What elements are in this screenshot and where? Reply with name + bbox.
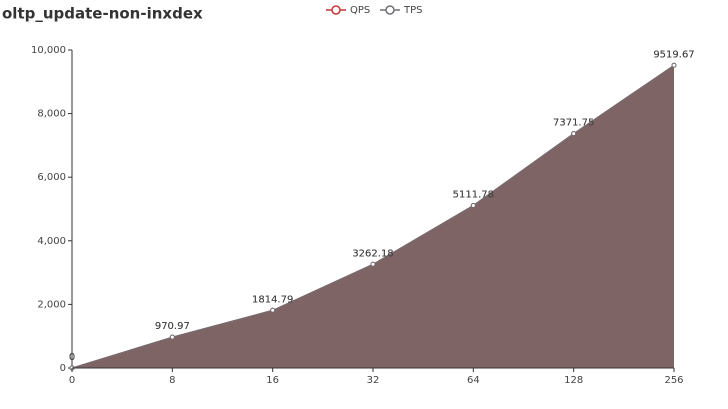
legend-label: QPS [350,5,370,16]
point [470,202,476,208]
data-label: 1814.79 [252,294,293,305]
data-label: 3262.18 [352,248,393,259]
point [671,62,677,68]
data-label: 7371.75 [553,118,594,129]
legend-label: TPS [403,5,423,16]
x-tick-label: 64 [467,375,480,386]
chart-title: oltp_update-non-inxdex [2,5,203,23]
x-tick-label: 32 [367,375,380,386]
y-tick-label: 2,000 [37,299,66,310]
y-tick-label: 0 [60,363,66,374]
data-label: 5111.78 [453,189,494,200]
x-tick-label: 0 [69,375,75,386]
data-label: 0 [69,352,75,363]
area [72,65,674,369]
data-label: 5111.78 [453,189,494,200]
data-label: 7371.75 [553,118,594,129]
x-tick-label: 8 [169,375,175,386]
point [571,131,577,137]
x-tick-label: 128 [564,375,583,386]
data-label: 3262.18 [352,248,393,259]
x-tick-label: 16 [266,375,279,386]
y-tick-label: 4,000 [37,236,66,247]
legend-marker [331,5,341,15]
data-label: 9519.67 [653,49,694,60]
legend-marker [385,5,395,15]
data-label: 0 [69,352,75,363]
y-tick-label: 8,000 [37,109,66,120]
data-label: 970.97 [155,321,190,332]
point [270,307,276,313]
point [169,334,175,340]
y-tick-label: 10,000 [31,45,66,56]
data-label: 1814.79 [252,294,293,305]
data-label: 9519.67 [653,49,694,60]
x-tick-label: 256 [664,375,683,386]
data-label: 970.97 [155,321,190,332]
y-tick-label: 6,000 [37,172,66,183]
point [370,261,376,267]
